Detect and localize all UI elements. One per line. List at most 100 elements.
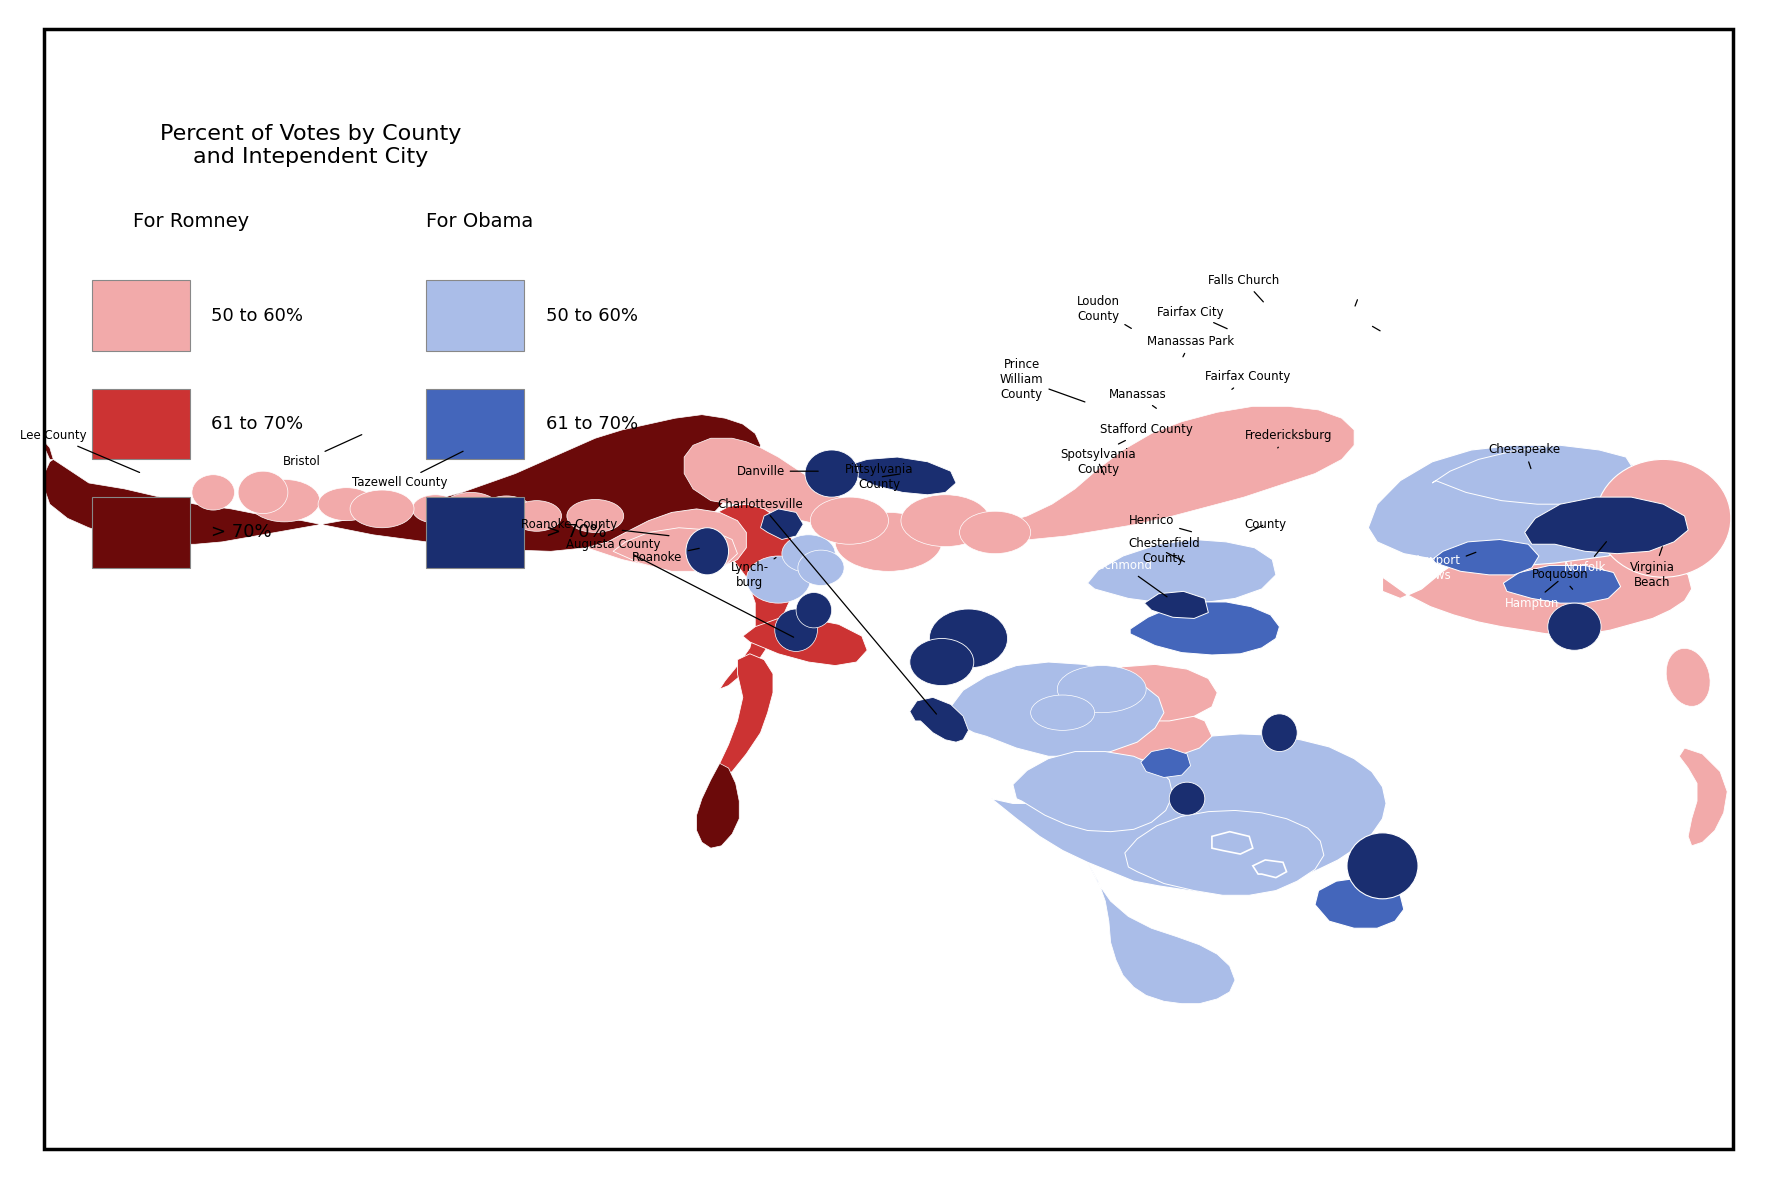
- Polygon shape: [1432, 445, 1635, 504]
- Text: Lynch-
burg: Lynch- burg: [730, 557, 777, 589]
- Polygon shape: [697, 763, 739, 848]
- Bar: [92, 497, 190, 568]
- Text: Falls Church: Falls Church: [1208, 273, 1279, 302]
- Polygon shape: [1070, 707, 1212, 760]
- Ellipse shape: [746, 556, 810, 603]
- Text: Chesterfield
County: Chesterfield County: [1128, 537, 1199, 565]
- Ellipse shape: [192, 475, 235, 510]
- Polygon shape: [1383, 532, 1692, 634]
- Polygon shape: [1125, 810, 1324, 895]
- Text: For Romney: For Romney: [133, 212, 249, 231]
- Polygon shape: [1088, 862, 1235, 1004]
- Text: Richmond: Richmond: [1093, 558, 1167, 597]
- Polygon shape: [1130, 602, 1279, 655]
- Polygon shape: [1141, 748, 1191, 777]
- Ellipse shape: [798, 550, 844, 585]
- Text: Lee County: Lee County: [20, 429, 140, 472]
- Text: Prince
William
County: Prince William County: [1000, 358, 1086, 402]
- Text: Chesapeake: Chesapeake: [1489, 443, 1560, 469]
- Ellipse shape: [1169, 782, 1205, 815]
- Bar: [426, 497, 524, 568]
- Bar: [92, 389, 190, 459]
- Text: Spotsylvania
County: Spotsylvania County: [1061, 448, 1136, 476]
- Ellipse shape: [810, 497, 888, 544]
- Bar: [426, 389, 524, 459]
- Text: Bristol: Bristol: [283, 435, 363, 469]
- Text: Fredericksburg: Fredericksburg: [1244, 429, 1333, 448]
- Polygon shape: [1212, 832, 1253, 854]
- Ellipse shape: [775, 609, 817, 651]
- Ellipse shape: [960, 511, 1031, 554]
- Ellipse shape: [929, 609, 1008, 668]
- Text: Tazewell County: Tazewell County: [352, 451, 464, 490]
- Ellipse shape: [796, 593, 832, 628]
- Ellipse shape: [318, 488, 375, 521]
- Text: Alexandria: Alexandria: [1322, 309, 1386, 331]
- Text: Augusta County: Augusta County: [565, 537, 794, 637]
- Polygon shape: [1144, 591, 1208, 618]
- Ellipse shape: [686, 528, 729, 575]
- Text: 50 to 60%: 50 to 60%: [211, 306, 304, 325]
- Text: Manassas: Manassas: [1109, 388, 1166, 409]
- Text: Arlington
County: Arlington County: [1338, 266, 1391, 306]
- Text: 61 to 70%: 61 to 70%: [211, 415, 304, 434]
- Polygon shape: [761, 509, 803, 540]
- Text: For Obama: For Obama: [426, 212, 533, 231]
- Ellipse shape: [1031, 695, 1095, 730]
- Text: > 70%: > 70%: [211, 523, 272, 542]
- Polygon shape: [714, 654, 773, 780]
- Polygon shape: [684, 406, 1354, 542]
- Polygon shape: [44, 415, 761, 551]
- Ellipse shape: [1596, 459, 1731, 577]
- Ellipse shape: [782, 535, 835, 573]
- Text: Percent of Votes by County
and Intependent City: Percent of Votes by County and Intepende…: [160, 124, 462, 167]
- Polygon shape: [1432, 540, 1539, 575]
- Polygon shape: [992, 734, 1386, 893]
- Ellipse shape: [835, 512, 942, 571]
- Polygon shape: [1013, 752, 1173, 832]
- Text: 61 to 70%: 61 to 70%: [546, 415, 638, 434]
- Bar: [92, 280, 190, 351]
- Text: Loudon
County: Loudon County: [1077, 294, 1132, 329]
- Polygon shape: [702, 504, 796, 689]
- Ellipse shape: [1667, 648, 1709, 707]
- Ellipse shape: [249, 479, 320, 522]
- Text: Newport
News: Newport News: [1411, 552, 1477, 582]
- Ellipse shape: [901, 495, 990, 547]
- Ellipse shape: [1347, 833, 1418, 899]
- Ellipse shape: [805, 450, 858, 497]
- Text: Fairfax City: Fairfax City: [1157, 305, 1228, 329]
- Ellipse shape: [412, 495, 458, 523]
- Text: Stafford County: Stafford County: [1100, 423, 1192, 444]
- Text: Fairfax County: Fairfax County: [1205, 370, 1290, 390]
- Text: Poquoson: Poquoson: [1532, 568, 1589, 589]
- Ellipse shape: [1057, 666, 1146, 713]
- Text: 50 to 60%: 50 to 60%: [546, 306, 638, 325]
- Polygon shape: [951, 662, 1164, 756]
- Ellipse shape: [512, 501, 562, 531]
- Polygon shape: [1368, 445, 1679, 565]
- Polygon shape: [1525, 497, 1688, 554]
- Text: Roanoke County: Roanoke County: [521, 517, 668, 536]
- Polygon shape: [1066, 664, 1217, 721]
- Text: > 70%: > 70%: [546, 523, 606, 542]
- Text: County: County: [1244, 517, 1287, 531]
- Text: Roanoke: Roanoke: [633, 548, 698, 564]
- Polygon shape: [839, 457, 956, 495]
- Bar: [426, 280, 524, 351]
- Ellipse shape: [1548, 603, 1601, 650]
- Polygon shape: [1503, 565, 1621, 603]
- Text: Danville: Danville: [736, 464, 817, 478]
- Ellipse shape: [238, 471, 288, 514]
- Text: Pittsylvania
County: Pittsylvania County: [846, 463, 913, 491]
- Polygon shape: [910, 697, 968, 742]
- Polygon shape: [613, 528, 737, 571]
- Text: Hampton: Hampton: [1505, 582, 1558, 610]
- Text: Virginia
Beach: Virginia Beach: [1630, 547, 1676, 589]
- Ellipse shape: [480, 496, 533, 529]
- Polygon shape: [1315, 878, 1404, 928]
- Polygon shape: [586, 509, 746, 571]
- Text: Norfolk: Norfolk: [1564, 542, 1606, 575]
- Ellipse shape: [350, 490, 414, 528]
- Ellipse shape: [1262, 714, 1297, 752]
